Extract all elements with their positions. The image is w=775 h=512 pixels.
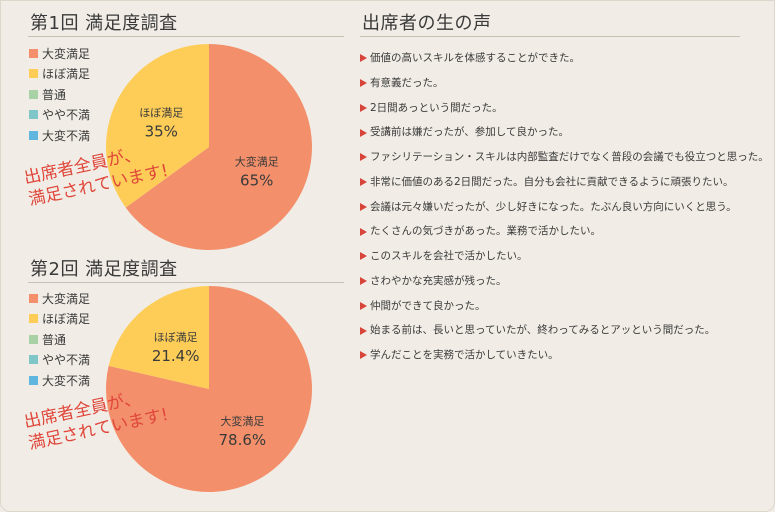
comment-item: 受講前は嫌だったが、参加して良かった。	[360, 120, 770, 145]
pie-slice	[105, 44, 209, 208]
pie-slice	[108, 286, 209, 389]
triangle-bullet-icon	[360, 351, 367, 360]
slice-category-label: 大変満足	[235, 154, 279, 168]
triangle-bullet-icon	[360, 277, 367, 286]
survey2-divider	[28, 282, 344, 283]
comment-text: 始まる前は、長いと思っていたが、終わってみるとアッという間だった。	[370, 324, 716, 337]
comments-list: 価値の高いスキルを体感することができた。 有意義だった。 2日間あっという間だった。…	[360, 46, 770, 368]
comment-item: さわやかな充実感が残った。	[360, 269, 770, 294]
legend-item-mostly-satisfied: ほぼ満足	[29, 309, 90, 330]
triangle-bullet-icon	[360, 128, 367, 137]
legend-item-very-satisfied: 大変満足	[29, 43, 90, 64]
survey1-pie-chart: 大変満足 65% ほぼ満足 35%	[105, 44, 312, 250]
legend-label: 大変満足	[42, 46, 91, 61]
survey1-title: 第1回 満足度調査	[30, 13, 178, 34]
comment-text: たくさんの気づきがあった。業務で活かしたい。	[370, 225, 601, 238]
legend-item-neutral: 普通	[29, 329, 90, 350]
triangle-bullet-icon	[360, 202, 367, 211]
comments-divider	[360, 36, 740, 37]
legend-swatch	[29, 334, 38, 344]
comment-item: たくさんの気づきがあった。業務で活かしたい。	[360, 219, 770, 244]
triangle-bullet-icon	[360, 326, 367, 335]
comment-text: 学んだことを実務で活かしていきたい。	[370, 349, 559, 361]
legend-label: ほぼ満足	[42, 312, 91, 327]
legend-label: 普通	[42, 87, 67, 102]
comment-item: 有意義だった。	[360, 71, 770, 96]
triangle-bullet-icon	[360, 252, 367, 261]
legend-item-slightly-unsatisfied: やや不満	[29, 105, 90, 126]
pie-slice	[106, 286, 312, 493]
comments-title: 出席者の生の声	[362, 13, 492, 34]
legend-label: 大変不満	[42, 373, 91, 388]
legend-item-very-unsatisfied: 大変不満	[29, 370, 90, 391]
legend-swatch	[29, 314, 38, 324]
comment-text: 非常に価値のある2日間だった。自分も会社に貢献できるように頑張りたい。	[370, 175, 734, 188]
slice-percent-label: 78.6%	[219, 431, 267, 449]
triangle-bullet-icon	[360, 54, 367, 63]
comment-item: 2日間あっという間だった。	[360, 96, 770, 121]
comment-item: 価値の高いスキルを体感することができた。	[360, 46, 770, 71]
legend-item-mostly-satisfied: ほぼ満足	[29, 64, 90, 85]
legend-swatch	[29, 69, 38, 79]
comment-text: 会議は元々嫌いだったが、少し好きになった。たぶん良い方向にいくと思う。	[370, 200, 737, 213]
legend-label: 普通	[42, 332, 67, 347]
survey2-title: 第2回 満足度調査	[30, 259, 178, 280]
legend-swatch	[29, 355, 38, 365]
comment-text: さわやかな充実感が残った。	[370, 274, 507, 287]
slice-percent-label: 65%	[240, 171, 273, 189]
triangle-bullet-icon	[360, 79, 367, 88]
survey2-pie-chart: 大変満足 78.6% ほぼ満足 21.4%	[106, 286, 312, 493]
triangle-bullet-icon	[360, 153, 367, 162]
legend-label: 大変不満	[42, 128, 91, 143]
survey1-divider	[28, 36, 344, 37]
survey2-legend: 大変満足 ほぼ満足 普通 やや不満 大変不満	[29, 288, 90, 391]
triangle-bullet-icon	[360, 227, 367, 236]
legend-swatch	[29, 130, 38, 140]
slice-category-label: 大変満足	[220, 414, 264, 428]
slice-category-label: ほぼ満足	[154, 331, 198, 344]
comment-text: 有意義だった。	[370, 76, 444, 89]
legend-item-very-satisfied: 大変満足	[29, 288, 90, 309]
slice-percent-label: 21.4%	[152, 347, 200, 365]
legend-label: やや不満	[42, 108, 91, 123]
comment-item: 仲間ができて良かった。	[360, 294, 770, 319]
comment-text: ファシリテーション・スキルは内部監査だけでなく普段の会議でも役立つと思った。	[370, 151, 769, 163]
comment-text: 仲間ができて良かった。	[370, 299, 486, 312]
legend-swatch	[29, 293, 38, 303]
comment-item: ファシリテーション・スキルは内部監査だけでなく普段の会議でも役立つと思った。	[360, 145, 770, 170]
comment-item: 非常に価値のある2日間だった。自分も会社に貢献できるように頑張りたい。	[360, 170, 770, 195]
legend-label: ほぼ満足	[42, 67, 91, 82]
legend-swatch	[29, 375, 38, 385]
survey1-legend: 大変満足 ほぼ満足 普通 やや不満 大変不満	[29, 43, 90, 146]
legend-swatch	[29, 89, 38, 99]
legend-label: やや不満	[42, 353, 91, 368]
comment-item: 学んだことを実務で活かしていきたい。	[360, 343, 770, 368]
comment-item: 始まる前は、長いと思っていたが、終わってみるとアッという間だった。	[360, 318, 770, 343]
comment-item: このスキルを会社で活かしたい。	[360, 244, 770, 269]
pie-slice	[125, 44, 312, 250]
comment-text: このスキルを会社で活かしたい。	[370, 250, 528, 262]
comment-text: 価値の高いスキルを体感することができた。	[370, 52, 580, 64]
triangle-bullet-icon	[360, 103, 367, 112]
comment-text: 受講前は嫌だったが、参加して良かった。	[370, 126, 569, 139]
triangle-bullet-icon	[360, 301, 367, 310]
slice-percent-label: 35%	[145, 123, 178, 141]
triangle-bullet-icon	[360, 178, 367, 187]
legend-item-very-unsatisfied: 大変不満	[29, 125, 90, 146]
legend-swatch	[29, 110, 38, 120]
comment-text: 2日間あっという間だった。	[370, 101, 503, 114]
legend-item-neutral: 普通	[29, 84, 90, 105]
slice-category-label: ほぼ満足	[139, 107, 183, 120]
legend-swatch	[29, 48, 38, 58]
comment-item: 会議は元々嫌いだったが、少し好きになった。たぶん良い方向にいくと思う。	[360, 195, 770, 220]
legend-label: 大変満足	[42, 291, 91, 306]
legend-item-slightly-unsatisfied: やや不満	[29, 350, 90, 371]
